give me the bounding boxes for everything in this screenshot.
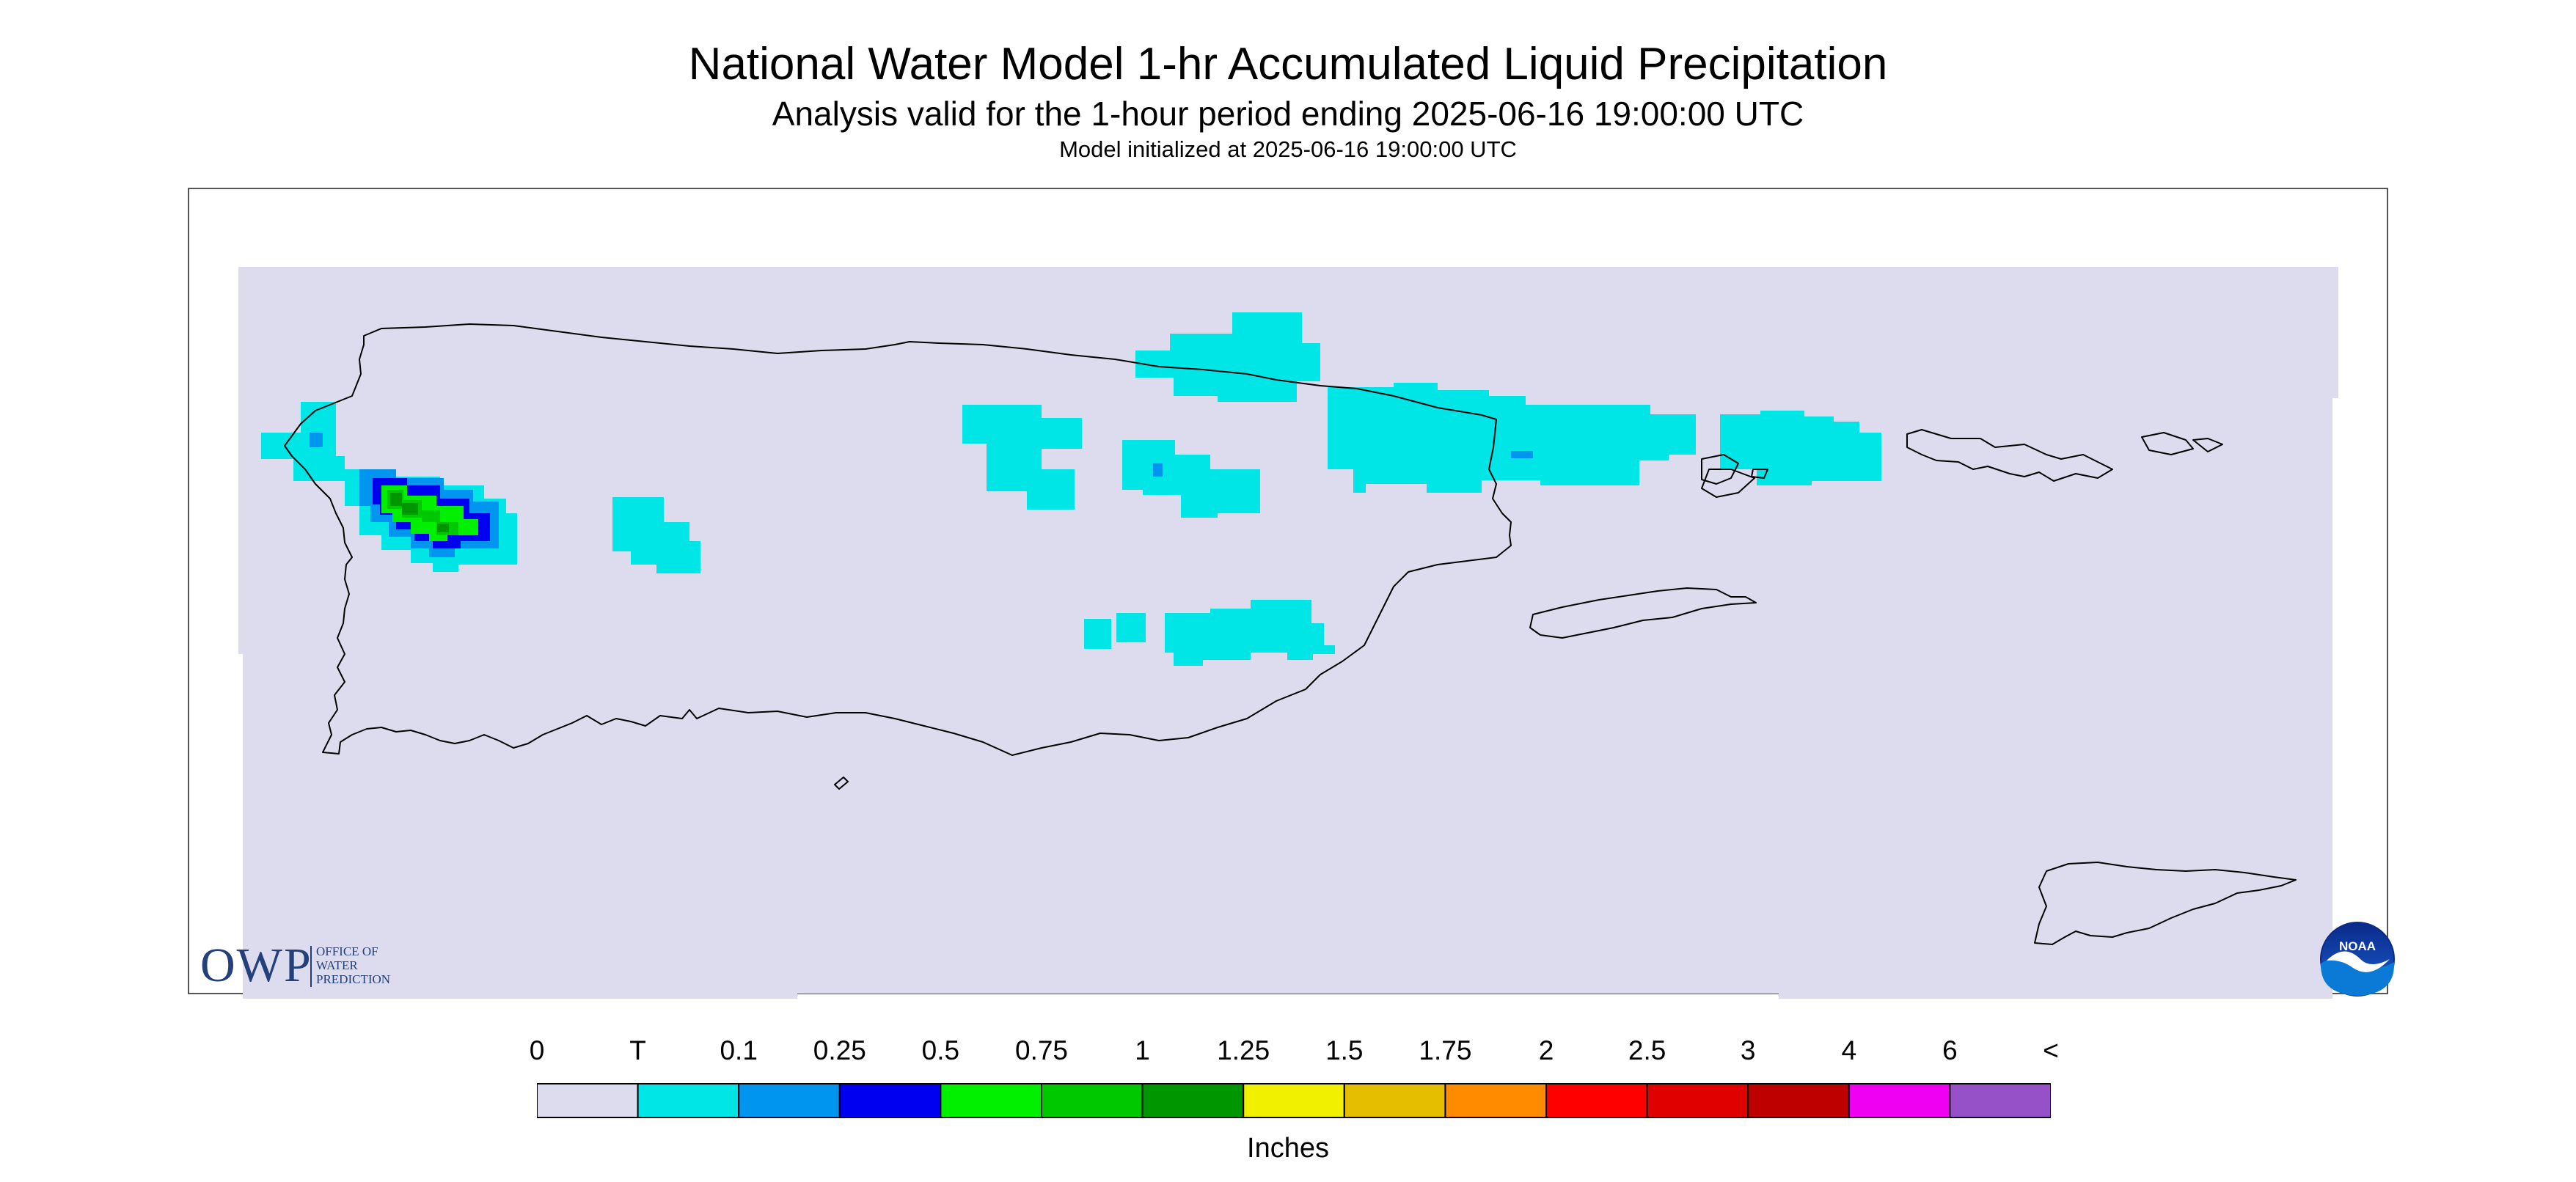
legend-tick-label: 0 xyxy=(529,1035,545,1065)
legend-swatch-5 xyxy=(940,1083,1043,1118)
puerto-rico-outline xyxy=(284,323,1512,756)
legend-tick-labels: 0 T 0.1 0.25 0.5 0.75 1 1.25 1.5 1.75 2 2.5 3 4 6 < xyxy=(0,1035,2576,1072)
precip-area-1 xyxy=(390,493,449,532)
owp-line-1: OFFICE OF xyxy=(316,944,378,958)
legend-swatch-12 xyxy=(1646,1083,1749,1118)
owp-full-name: OFFICE OF WATER PREDICTION xyxy=(316,944,390,986)
legend-tick-label: 1.75 xyxy=(1419,1035,1472,1065)
legend-swatch-14 xyxy=(1848,1083,1951,1118)
legend-tick-label: 0.25 xyxy=(813,1035,866,1065)
precip-area-northeast xyxy=(1328,383,1696,493)
owp-abbreviation: OWP xyxy=(200,939,312,992)
precip-area-central-north xyxy=(962,405,1082,510)
legend-tick-label: 4 xyxy=(1841,1035,1857,1065)
legend-swatch-8 xyxy=(1243,1083,1345,1118)
virgin-islands-outline xyxy=(1906,429,2223,482)
legend-tick-label: 1.25 xyxy=(1217,1035,1270,1065)
vieques-outline xyxy=(1529,587,1757,639)
owp-line-2: WATER xyxy=(316,958,358,972)
owp-line-3: PREDICTION xyxy=(316,972,391,986)
legend-color-bar xyxy=(537,1083,2051,1118)
map-title: National Water Model 1-hr Accumulated Li… xyxy=(688,39,1888,89)
precip-area-south-central xyxy=(1165,600,1335,666)
precip-area-central xyxy=(1122,440,1260,518)
map-subtitle: Analysis valid for the 1-hour period end… xyxy=(772,95,1804,133)
legend-swatch-9 xyxy=(1343,1083,1446,1118)
legend-swatch-15 xyxy=(1949,1083,2051,1118)
legend-tick-label: 6 xyxy=(1942,1035,1958,1065)
legend-swatch-3 xyxy=(738,1083,841,1118)
legend-swatch-1 xyxy=(537,1083,639,1118)
precip-area-0.1 xyxy=(310,433,1533,557)
legend-swatch-6 xyxy=(1041,1083,1144,1118)
legend-tick-label: T xyxy=(629,1035,646,1065)
legend-tick-label: 2 xyxy=(1538,1035,1554,1065)
legend-tick-label: 2.5 xyxy=(1628,1035,1666,1065)
small-island-south xyxy=(834,777,849,790)
st-croix-outline xyxy=(2034,862,2297,945)
legend-tick-label: 1.5 xyxy=(1325,1035,1364,1065)
precip-area-east xyxy=(1720,411,1881,485)
legend-tick-label: 3 xyxy=(1740,1035,1756,1065)
legend-swatch-4 xyxy=(838,1083,942,1118)
model-init-line: Model initialized at 2025-06-16 19:00:00… xyxy=(1059,136,1517,162)
coastlines xyxy=(284,323,2297,945)
owp-logo: OWP OFFICE OF WATER PREDICTION xyxy=(200,941,435,990)
legend-tick-label: 0.1 xyxy=(720,1035,758,1065)
noaa-text: NOAA xyxy=(2339,939,2376,953)
culebra-outline xyxy=(1701,454,1739,485)
legend-tick-label: < xyxy=(2043,1035,2059,1065)
legend-tick-label: 1 xyxy=(1135,1035,1150,1065)
precip-area-west-central xyxy=(612,497,700,573)
legend-swatch-10 xyxy=(1444,1083,1548,1118)
east-islets-outline xyxy=(1701,469,1768,498)
legend-tick-label: 0.75 xyxy=(1014,1035,1069,1065)
legend-tick-label: 0.5 xyxy=(921,1035,960,1065)
owp-divider xyxy=(310,946,312,987)
precip-area-south-central-small xyxy=(1084,613,1146,649)
legend-swatch-11 xyxy=(1545,1083,1648,1118)
legend-swatch-7 xyxy=(1141,1083,1245,1118)
legend-swatch-2 xyxy=(637,1083,740,1118)
noaa-logo: NOAA xyxy=(2320,922,2395,996)
legend-swatch-13 xyxy=(1747,1083,1850,1118)
legend-title: Inches xyxy=(1247,1133,1329,1164)
